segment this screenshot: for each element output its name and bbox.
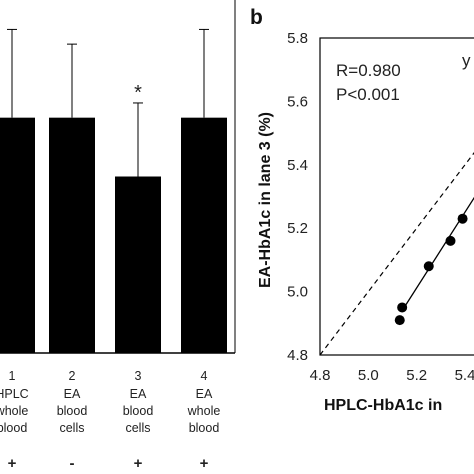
bars-layer: * [0, 28, 227, 354]
y-tick-label-5.2: 5.2 [287, 220, 308, 237]
scatter-panel: b 4.8 5.0 5.2 5.4 5.6 5.8 4.8 5.0 5.2 5.4 R=0.980… [250, 6, 474, 414]
category-label-2-line-3: cells [59, 421, 84, 435]
scatter-point-2 [397, 302, 408, 313]
bar-3 [115, 176, 161, 353]
scatter-point-5 [457, 213, 468, 224]
regression-equation-annotation: y [462, 51, 471, 70]
x-tick-label-4.8: 4.8 [310, 367, 331, 384]
category-sign-3: + [134, 455, 143, 472]
category-label-2-line-1: EA [64, 387, 81, 401]
identity-line [319, 152, 474, 356]
y-tick-label-5.0: 5.0 [287, 284, 308, 301]
p-value-annotation: P<0.001 [336, 85, 400, 104]
category-label-4-line-1: EA [196, 387, 213, 401]
scatter-lines-layer [319, 152, 474, 356]
category-sign-1: + [8, 455, 17, 472]
category-number-3: 3 [135, 369, 142, 383]
y-tick-label-5.4: 5.4 [287, 157, 308, 174]
bar-chart-panel: * 1 HPLC whole blood +2 EA blood cells - 3 EA blood… [0, 0, 236, 472]
scatter-point-1 [394, 315, 405, 326]
scatter-point-4 [445, 235, 456, 246]
category-label-1-line-2: whole [0, 404, 28, 418]
bar-4 [181, 117, 227, 354]
bar-1 [0, 117, 35, 354]
bar-2 [49, 117, 95, 354]
scatter-plot-frame [319, 37, 474, 356]
category-number-1: 1 [9, 369, 16, 383]
scatter-y-axis-title: EA-HbA1c in lane 3 (%) [257, 112, 274, 288]
scatter-tick-labels: 4.8 5.0 5.2 5.4 5.6 5.8 4.8 5.0 5.2 5.4 [287, 30, 474, 384]
y-tick-label-5.8: 5.8 [287, 30, 308, 47]
category-label-3-line-1: EA [130, 387, 147, 401]
category-label-1-line-3: blood [0, 421, 27, 435]
category-number-4: 4 [201, 369, 208, 383]
bar-category-labels: 1 HPLC whole blood +2 EA blood cells - 3 EA blood ce… [0, 369, 220, 472]
significance-marker-3: * [134, 82, 142, 104]
x-tick-label-5.2: 5.2 [406, 367, 427, 384]
category-label-3-line-3: cells [125, 421, 150, 435]
category-label-2-line-2: blood [57, 404, 88, 418]
category-label-1-line-1: HPLC [0, 387, 29, 401]
x-tick-label-5.0: 5.0 [358, 367, 379, 384]
category-label-3-line-2: blood [123, 404, 154, 418]
category-sign-4: + [200, 455, 209, 472]
y-tick-label-4.8: 4.8 [287, 347, 308, 364]
scatter-point-3 [423, 261, 434, 272]
correlation-r-annotation: R=0.980 [336, 61, 401, 80]
scatter-x-axis-title: HPLC-HbA1c in [324, 397, 442, 414]
regression-line [401, 196, 474, 311]
y-tick-label-5.6: 5.6 [287, 93, 308, 110]
category-label-4-line-2: whole [187, 404, 221, 418]
category-label-4-line-3: blood [189, 421, 220, 435]
x-tick-label-5.4: 5.4 [455, 367, 474, 384]
scatter-points-layer [394, 213, 468, 326]
category-sign-2: - [70, 455, 75, 472]
category-number-2: 2 [69, 369, 76, 383]
panel-letter-b: b [250, 6, 263, 29]
